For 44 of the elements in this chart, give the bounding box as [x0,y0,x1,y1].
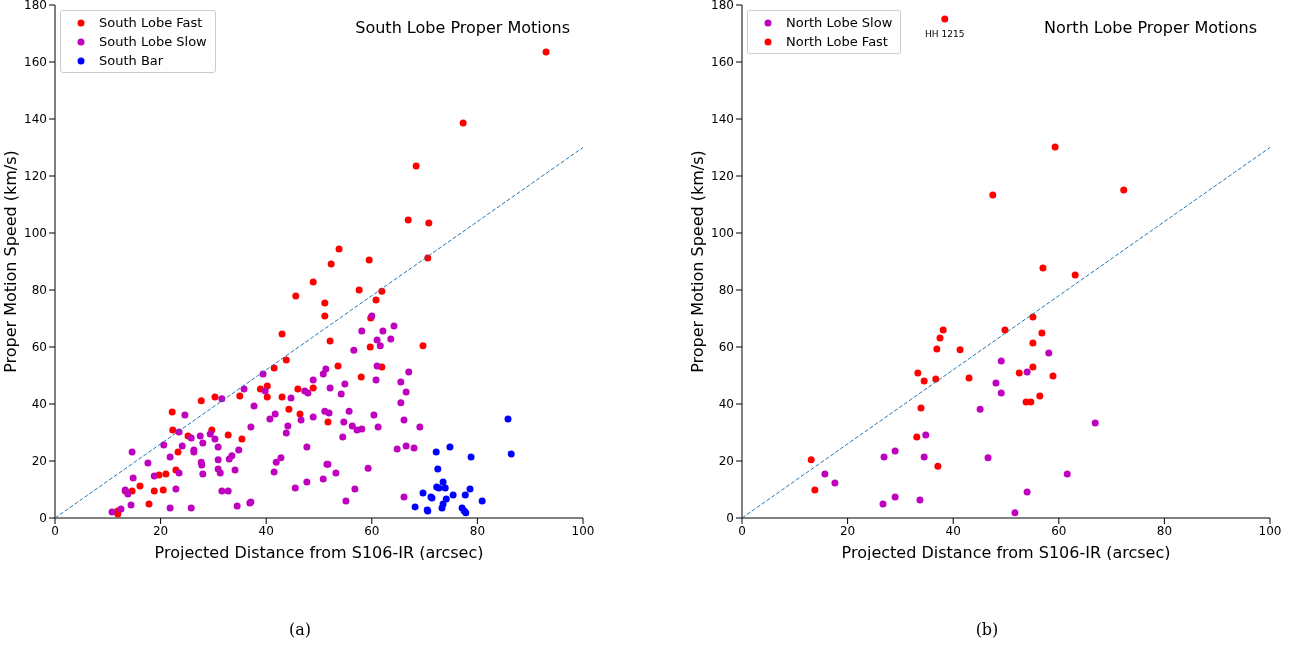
y-tick-label: 100 [24,226,47,241]
y-tick-label: 140 [711,112,734,127]
y-tick-label: 40 [718,397,734,412]
y-tick-label: 180 [711,0,734,13]
y-tick-label: 160 [711,55,734,70]
legend-label: South Bar [99,52,164,70]
x-tick-label: 60 [364,523,380,538]
x-tick-label: 100 [571,523,595,538]
y-tick-label: 180 [24,0,47,13]
x-tick-label: 40 [258,523,274,538]
legend-label: North Lobe Fast [786,33,888,51]
y-tick-label: 120 [711,169,734,184]
text: South Lobe Proper Motions [355,18,570,37]
y-tick-label: 0 [726,511,734,526]
y-axis-title: Proper Motion Speed (km/s) [0,150,20,373]
text: (b) [974,620,1000,639]
x-tick-label: 60 [1051,523,1067,538]
y-tick-label: 160 [24,55,47,70]
y-tick-label: 80 [31,283,47,298]
y-tick-label: 20 [31,454,47,469]
annotation: HH 1215 [925,29,965,40]
x-tick-label: 0 [738,523,746,538]
y-tick-label: 60 [31,340,47,355]
x-tick-label: 80 [469,523,486,538]
y-tick-label: 0 [39,511,47,526]
legend-label: South Lobe Fast [99,14,203,32]
legend-label: South Lobe Slow [99,33,207,51]
y-tick-label: 100 [711,226,734,241]
y-axis-title: Proper Motion Speed (km/s) [687,150,707,373]
x-tick-label: 80 [1156,523,1173,538]
y-tick-label: 20 [718,454,734,469]
x-tick-label: 20 [839,523,856,538]
text: North Lobe Proper Motions [1044,18,1257,37]
y-tick-label: 140 [24,112,47,127]
text: (a) [288,620,312,639]
y-tick-label: 60 [718,340,734,355]
x-tick-label: 0 [51,523,59,538]
x-tick-label: 40 [945,523,961,538]
y-tick-label: 40 [31,397,47,412]
y-tick-label: 120 [24,169,47,184]
x-tick-label: 20 [152,523,169,538]
legend-label: North Lobe Slow [786,14,893,32]
x-tick-label: 100 [1258,523,1282,538]
y-tick-label: 80 [718,283,734,298]
